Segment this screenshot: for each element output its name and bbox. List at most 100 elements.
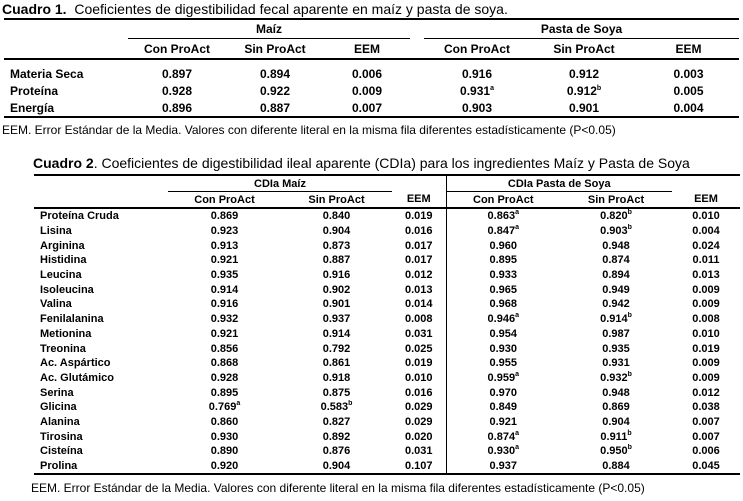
cell-value: 0.010 — [692, 327, 720, 340]
table-cell: 0.009 — [672, 356, 740, 371]
table-cell: 0.935 — [560, 341, 672, 356]
cell-value: 0.856 — [210, 342, 239, 355]
row-label: Materia Seca — [10, 66, 84, 81]
table1: Maíz Pasta de Soya Con ProAct Sin ProAct E… — [4, 18, 739, 118]
table-cell: 0.960 — [445, 238, 560, 254]
cell-value: 0.914 — [210, 283, 239, 296]
row-label: Prolina — [34, 458, 168, 476]
cell-value: 0.792 — [322, 342, 351, 355]
table-cell: 0.029 — [392, 400, 446, 415]
table-cell: 0.861 — [281, 356, 392, 371]
table-cell: 0.876 — [281, 444, 392, 459]
table-row: Lisina 0.923 0.904 0.016 0.847a 0.903b 0.004 — [34, 223, 740, 239]
cell-value: 0.583 — [320, 401, 349, 414]
cell-value: 0.009 — [692, 357, 720, 370]
table-cell: 0.583b — [281, 400, 392, 415]
cell-value: 0.827 — [322, 415, 351, 428]
cell-value: 0.887 — [259, 100, 291, 115]
cell-value: 0.959 — [487, 371, 516, 384]
cell-value: 0.912 — [566, 83, 597, 98]
cell-value: 0.011 — [692, 254, 720, 267]
significance-letter: a — [490, 84, 494, 92]
table-cell: 0.013 — [392, 282, 446, 297]
table2-caption-text: . Coeficientes de digestibilidad ileal a… — [93, 155, 690, 171]
table-cell: 0.849 — [445, 399, 560, 415]
cell-value: 0.901 — [322, 298, 351, 311]
cell-value: 0.946 — [487, 313, 516, 326]
cell-value: 0.107 — [404, 460, 433, 473]
table-cell: 0.874 — [560, 253, 672, 268]
cell-value: 0.931 — [602, 357, 630, 370]
table-cell: 0.007 — [672, 415, 740, 430]
cell-value: 0.820 — [600, 210, 628, 223]
table-cell: 0.931a — [424, 82, 530, 99]
table-cell: 0.901 — [530, 99, 638, 118]
table2-caption: Cuadro 2. Coeficientes de digestibilidad… — [33, 155, 690, 171]
row-label: Leucina — [40, 269, 82, 282]
row-label: Valina — [40, 298, 72, 311]
table-cell: 0.031 — [392, 327, 446, 342]
cell-value: 0.869 — [210, 210, 239, 223]
column-header: Con ProAct — [445, 191, 560, 209]
row-label: Histidina — [40, 254, 87, 267]
row-label: Proteína — [10, 83, 59, 98]
table-cell: 0.869 — [560, 400, 672, 415]
significance-letter: a — [236, 400, 241, 408]
table-row: Valina 0.916 0.901 0.014 0.968 0.942 0.009 — [34, 297, 740, 312]
table-cell: 0.009 — [672, 297, 740, 312]
cell-value: 0.012 — [692, 386, 720, 399]
table-cell: 0.912b — [530, 82, 638, 99]
table-cell: 0.916 — [281, 268, 392, 283]
column-header: Sin ProAct — [530, 38, 638, 60]
row-label: Proteína Cruda — [40, 210, 119, 223]
cell-value: 0.913 — [210, 239, 239, 252]
cell-value: 0.874 — [602, 254, 630, 267]
table-cell: 0.038 — [672, 400, 740, 415]
table-cell: 0.007 — [672, 429, 740, 444]
table-cell: 0.942 — [560, 297, 672, 312]
significance-letter: a — [515, 224, 519, 232]
table-cell: 0.019 — [392, 208, 446, 224]
table-row: Prolina 0.920 0.904 0.107 0.937 0.884 0.045 — [34, 458, 740, 476]
table-cell: 0.017 — [392, 253, 446, 268]
significance-letter: b — [627, 224, 632, 232]
table-cell: 0.933 — [445, 267, 560, 283]
column-gap — [410, 59, 424, 82]
table-row: Treonina 0.856 0.792 0.025 0.930 0.935 0.019 — [34, 341, 740, 356]
cell-value: 0.025 — [404, 342, 433, 355]
table-cell: 0.911b — [560, 429, 672, 444]
cell-value: 0.014 — [404, 298, 433, 311]
table-cell: 0.935 — [168, 268, 281, 283]
cell-value: 0.874 — [487, 430, 516, 443]
table-row: Arginina 0.913 0.873 0.017 0.960 0.948 0.024 — [34, 238, 740, 254]
table-cell: 0.904 — [560, 415, 672, 430]
table-row: Glicina 0.769a 0.583b 0.029 0.849 0.869 0.038 — [34, 399, 740, 415]
cell-value: 0.009 — [692, 298, 720, 311]
table-cell: 0.827 — [281, 415, 392, 430]
table-cell: 0.008 — [392, 312, 446, 327]
table-row: Isoleucina 0.914 0.902 0.013 0.965 0.949 0.009 — [34, 282, 740, 298]
table-row: Cisteína 0.890 0.876 0.031 0.930a 0.950b 0.006 — [34, 444, 740, 459]
table-row: Serina 0.895 0.875 0.016 0.970 0.948 0.012 — [34, 385, 740, 400]
table-cell: 0.946a — [445, 311, 560, 327]
column-header: EEM — [324, 38, 410, 60]
cell-value: 0.932 — [210, 313, 239, 326]
table-cell: 0.873 — [281, 238, 392, 253]
significance-letter: b — [627, 209, 632, 217]
table-cell: 0.887 — [226, 99, 324, 118]
table1-footnote: EEM. Error Estándar de la Media. Valores… — [2, 123, 616, 137]
row-label: Serina — [40, 386, 74, 399]
column-header: Sin ProAct — [226, 38, 324, 60]
table2-group-maiz: CDIa Maíz — [168, 174, 392, 192]
cell-value: 0.860 — [210, 415, 239, 428]
cell-value: 0.914 — [322, 327, 351, 340]
cell-value: 0.008 — [692, 313, 720, 326]
table-cell: 0.029 — [392, 415, 446, 430]
cell-value: 0.965 — [489, 283, 518, 296]
cell-value: 0.914 — [600, 313, 628, 326]
column-header: EEM — [638, 38, 739, 60]
cell-value: 0.902 — [322, 283, 351, 296]
cell-value: 0.020 — [404, 430, 433, 443]
table-cell: 0.948 — [560, 385, 672, 400]
cell-value: 0.901 — [568, 100, 600, 115]
